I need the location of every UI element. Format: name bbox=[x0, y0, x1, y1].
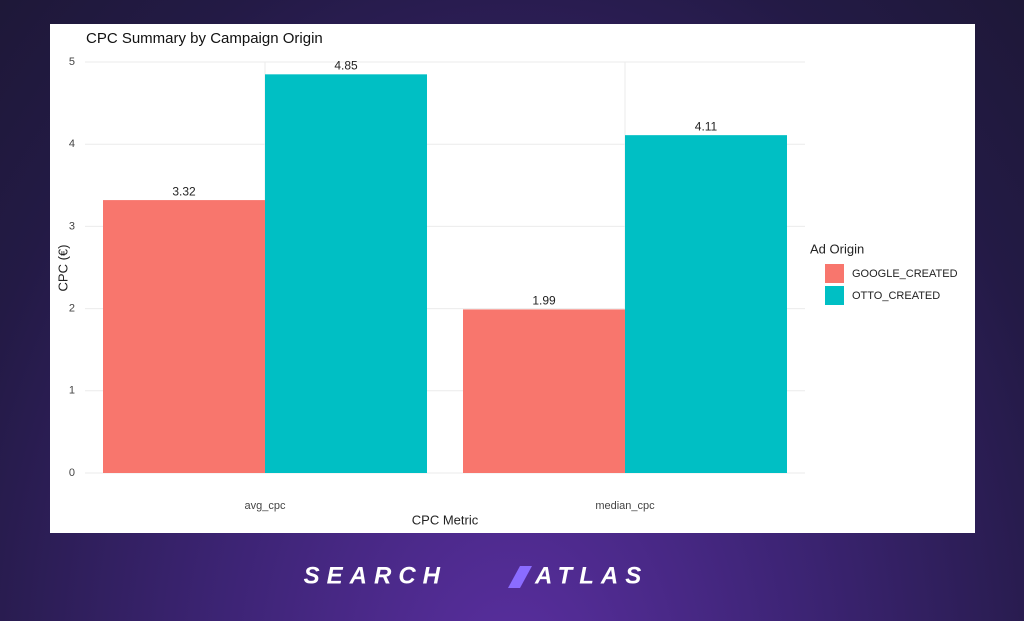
y-tick-label: 5 bbox=[69, 56, 75, 68]
bar bbox=[625, 135, 787, 473]
chart-title: CPC Summary by Campaign Origin bbox=[86, 30, 323, 47]
y-tick-label: 0 bbox=[69, 467, 75, 479]
y-tick-label: 3 bbox=[69, 220, 75, 232]
value-label: 1.99 bbox=[532, 294, 556, 308]
x-axis-label: CPC Metric bbox=[412, 512, 479, 527]
value-label: 4.11 bbox=[695, 119, 718, 133]
x-tick-label: avg_cpc bbox=[245, 500, 286, 512]
brand-left: SEARCH bbox=[304, 562, 447, 589]
value-label: 3.32 bbox=[172, 184, 196, 198]
y-tick-label: 4 bbox=[69, 138, 75, 150]
legend-swatch bbox=[825, 264, 844, 283]
brand-right: ATLAS bbox=[534, 562, 648, 589]
y-axis-label: CPC (€) bbox=[55, 245, 70, 292]
brand-slash bbox=[508, 566, 532, 588]
bar bbox=[103, 200, 265, 473]
legend-label: OTTO_CREATED bbox=[852, 290, 940, 302]
y-tick-label: 2 bbox=[69, 303, 75, 315]
bar bbox=[463, 309, 625, 473]
value-label: 4.85 bbox=[334, 59, 358, 73]
brand-logo: SEARCH ATLAS bbox=[304, 562, 648, 589]
bar bbox=[265, 74, 427, 473]
y-tick-label: 1 bbox=[69, 385, 75, 397]
x-tick-label: median_cpc bbox=[595, 500, 655, 512]
legend-title: Ad Origin bbox=[810, 241, 864, 256]
legend-swatch bbox=[825, 286, 844, 305]
legend-label: GOOGLE_CREATED bbox=[852, 268, 958, 280]
